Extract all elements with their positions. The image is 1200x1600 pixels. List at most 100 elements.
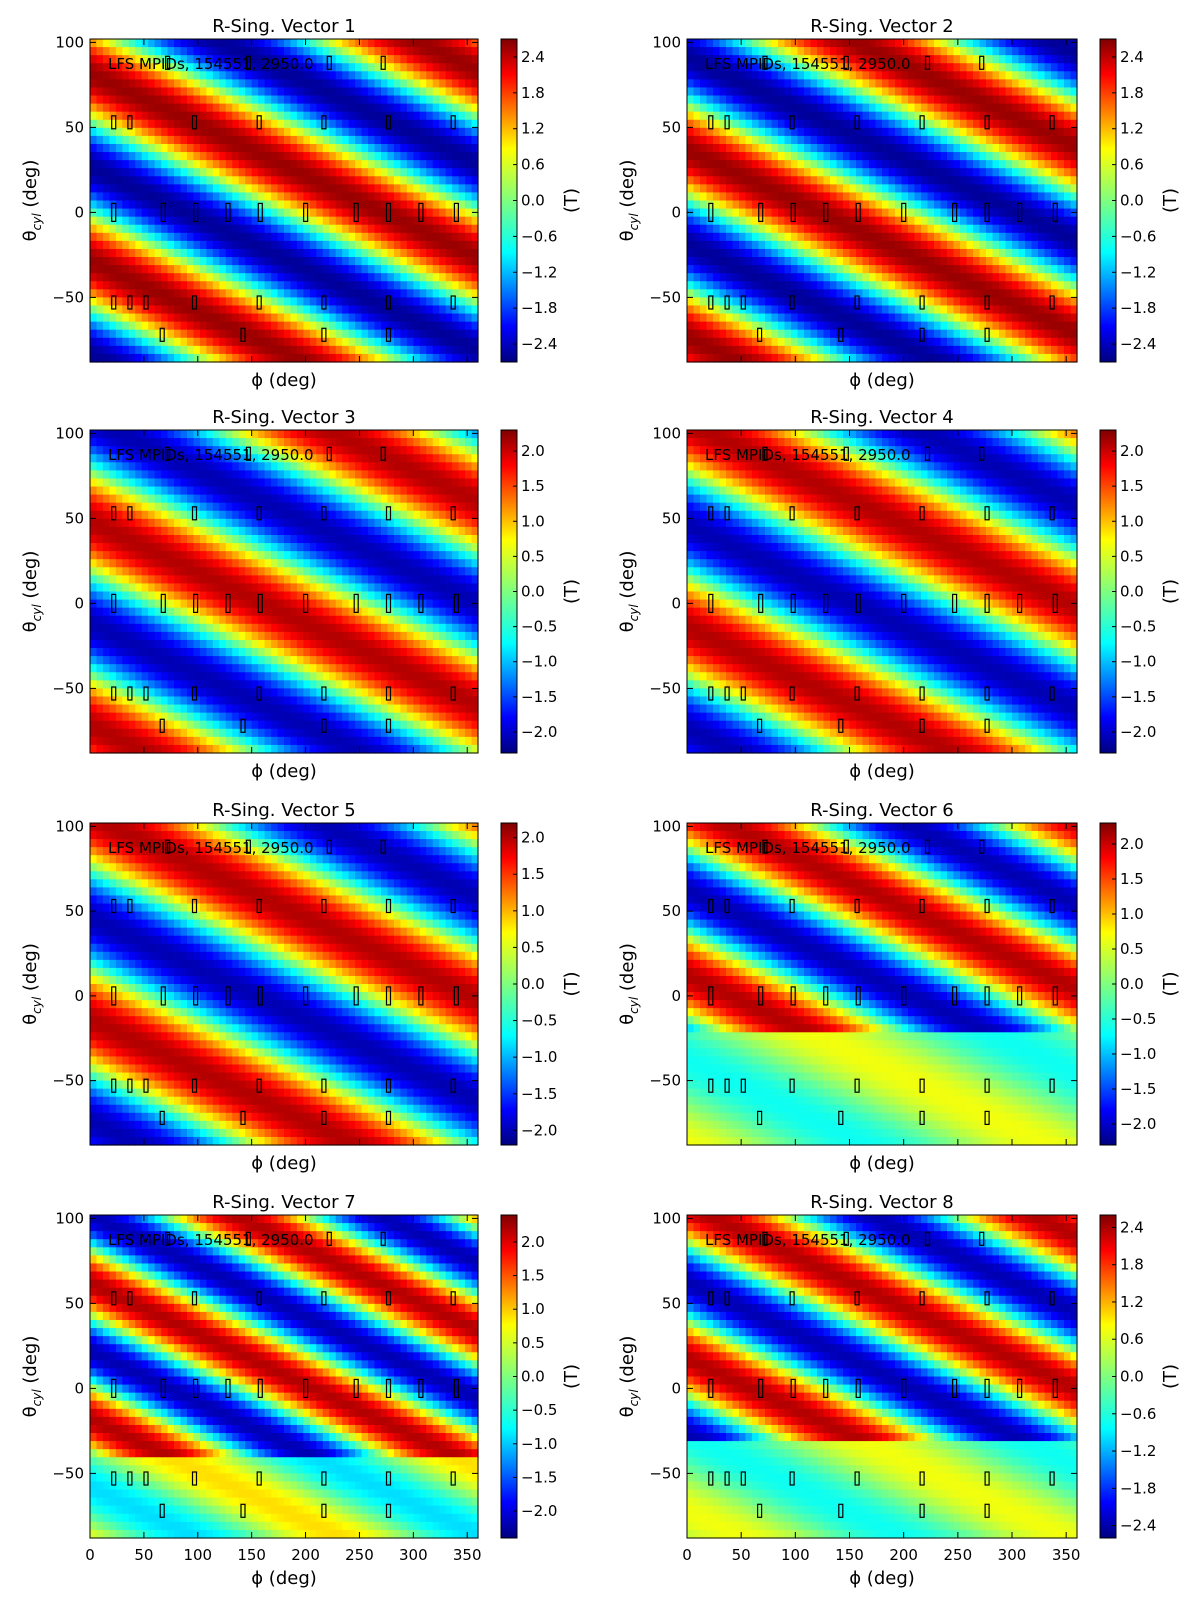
heatmap-cell	[980, 241, 987, 250]
heatmap-cell	[973, 281, 980, 290]
heatmap-cell	[103, 297, 110, 306]
heatmap-cell	[362, 314, 369, 323]
heatmap-cell	[1019, 354, 1026, 363]
heatmap-cell	[772, 281, 779, 290]
heatmap-cell	[142, 168, 149, 177]
heatmap-cell	[439, 176, 446, 185]
heatmap-cell	[148, 297, 155, 306]
heatmap-cell	[303, 273, 310, 282]
heatmap-cell	[174, 87, 181, 96]
heatmap-cell	[90, 39, 97, 48]
heatmap-cell	[213, 136, 220, 145]
heatmap-cell	[142, 322, 149, 331]
heatmap-cell	[700, 144, 707, 153]
heatmap-cell	[1051, 39, 1058, 48]
heatmap-cell	[804, 168, 811, 177]
heatmap-cell	[700, 241, 707, 250]
heatmap-cell	[772, 128, 779, 137]
heatmap-cell	[1064, 160, 1071, 169]
heatmap-cell	[863, 257, 870, 266]
heatmap-cell	[947, 55, 954, 64]
heatmap-cell	[895, 305, 902, 314]
heatmap-cell	[817, 201, 824, 210]
heatmap-cell	[420, 120, 427, 129]
y-axis-label: θcyl (deg)	[617, 160, 641, 242]
heatmap-cell	[889, 314, 896, 323]
heatmap-cell	[1019, 168, 1026, 177]
heatmap-cell	[297, 152, 304, 161]
heatmap-cell	[420, 346, 427, 355]
heatmap-cell	[155, 120, 162, 129]
heatmap-cell	[329, 289, 336, 298]
heatmap-cell	[713, 104, 720, 113]
heatmap-cell	[1032, 47, 1039, 56]
heatmap-cell	[941, 96, 948, 105]
heatmap-cell	[830, 96, 837, 105]
heatmap-cell	[90, 63, 97, 72]
heatmap-cell	[1025, 281, 1032, 290]
heatmap-cell	[889, 354, 896, 363]
heatmap-cell	[954, 297, 961, 306]
heatmap-cell	[258, 201, 265, 210]
heatmap-cell	[362, 217, 369, 226]
heatmap-cell	[400, 168, 407, 177]
heatmap-cell	[902, 225, 909, 234]
heatmap-cell	[174, 39, 181, 48]
heatmap-cell	[999, 96, 1006, 105]
heatmap-cell	[226, 168, 233, 177]
heatmap-cell	[856, 330, 863, 339]
heatmap-cell	[413, 120, 420, 129]
heatmap-cell	[90, 495, 97, 504]
heatmap-cell	[934, 39, 941, 48]
heatmap-cell	[759, 120, 766, 129]
heatmap-cell	[174, 209, 181, 218]
heatmap-cell	[778, 330, 785, 339]
heatmap-cell	[303, 346, 310, 355]
heatmap-cell	[336, 47, 343, 56]
heatmap-cell	[206, 168, 213, 177]
heatmap-cell	[863, 273, 870, 282]
heatmap-cell	[446, 184, 453, 193]
heatmap-cell	[362, 209, 369, 218]
heatmap-cell	[1038, 273, 1045, 282]
heatmap-cell	[426, 225, 433, 234]
heatmap-cell	[1058, 273, 1065, 282]
heatmap-cell	[310, 128, 317, 137]
heatmap-cell	[181, 314, 188, 323]
heatmap-cell	[142, 128, 149, 137]
heatmap-cell	[889, 160, 896, 169]
heatmap-cell	[96, 273, 103, 282]
heatmap-cell	[960, 120, 967, 129]
heatmap-cell	[90, 136, 97, 145]
heatmap-cell	[713, 136, 720, 145]
heatmap-cell	[284, 87, 291, 96]
heatmap-cell	[934, 233, 941, 242]
heatmap-cell	[915, 87, 922, 96]
heatmap-cell	[142, 160, 149, 169]
heatmap-cell	[271, 338, 278, 347]
heatmap-cell	[239, 257, 246, 266]
heatmap-cell	[181, 209, 188, 218]
heatmap-cell	[1064, 257, 1071, 266]
heatmap-cell	[720, 241, 727, 250]
heatmap-cell	[1064, 201, 1071, 210]
heatmap-cell	[759, 289, 766, 298]
heatmap-cell	[980, 184, 987, 193]
heatmap-cell	[856, 201, 863, 210]
heatmap-cell	[342, 305, 349, 314]
heatmap-cell	[687, 314, 694, 323]
heatmap-cell	[726, 265, 733, 274]
heatmap-cell	[733, 112, 740, 121]
heatmap-cell	[960, 209, 967, 218]
heatmap-cell	[733, 104, 740, 113]
heatmap-cell	[116, 79, 123, 88]
heatmap-cell	[316, 314, 323, 323]
heatmap-cell	[245, 168, 252, 177]
heatmap-cell	[941, 120, 948, 129]
heatmap-cell	[258, 338, 265, 347]
heatmap-cell	[135, 305, 142, 314]
heatmap-cell	[284, 160, 291, 169]
heatmap-cell	[1064, 55, 1071, 64]
heatmap-cell	[837, 192, 844, 201]
heatmap-cell	[1045, 217, 1052, 226]
